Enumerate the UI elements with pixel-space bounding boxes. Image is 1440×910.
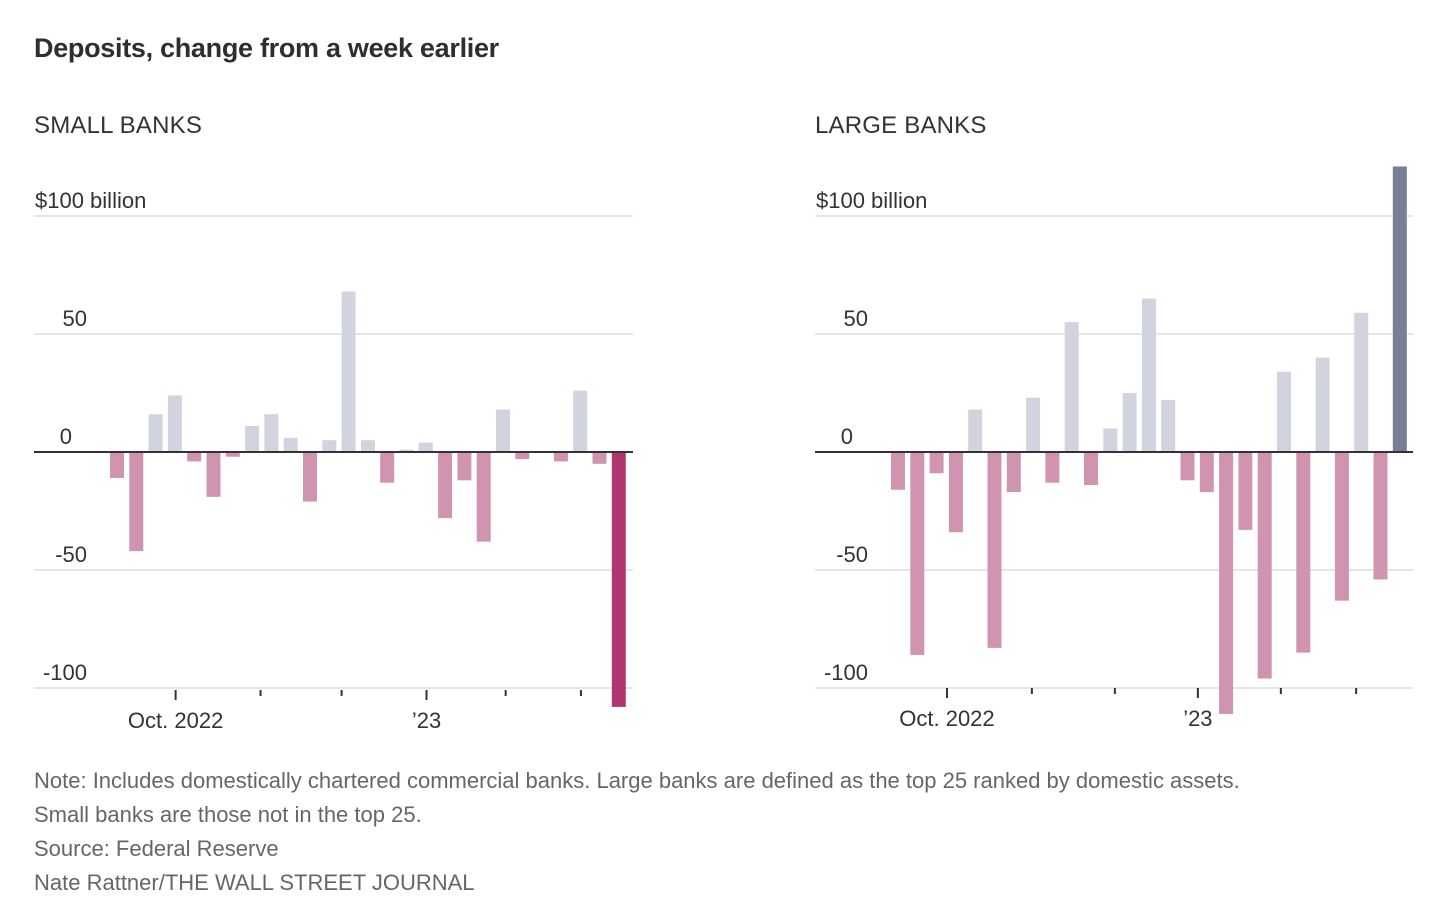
bar <box>515 452 530 460</box>
bar <box>110 452 124 478</box>
large-banks-chart: $100 billion 50 0 -50 -100 Oct. 2022 ’23 <box>815 166 1413 731</box>
y-tick-label: $100 billion <box>35 188 146 213</box>
y-tick-label: 50 <box>63 306 87 331</box>
bar <box>245 426 260 452</box>
bar <box>948 452 963 533</box>
footer-note-line2: Small banks are those not in the top 25. <box>34 802 422 827</box>
chart-title: Deposits, change from a week earlier <box>34 33 499 63</box>
bar <box>129 452 144 552</box>
bar <box>1084 452 1098 486</box>
bar <box>910 452 925 655</box>
y-tick-label: 0 <box>841 424 853 449</box>
bar <box>418 442 433 452</box>
bar <box>264 414 279 452</box>
bar <box>148 414 163 452</box>
x-tick-label: ’23 <box>1183 706 1212 731</box>
bar <box>476 452 491 542</box>
bar <box>457 452 472 481</box>
footer-credit: Nate Rattner/THE WALL STREET JOURNAL <box>34 870 475 895</box>
bar <box>1392 166 1407 452</box>
y-tick-label: -100 <box>43 660 87 685</box>
bar <box>592 452 607 464</box>
bar <box>380 452 395 483</box>
bar <box>1045 452 1060 483</box>
bar <box>438 452 453 519</box>
bar <box>968 409 983 452</box>
bar <box>1064 322 1079 452</box>
x-tick-label: ’23 <box>412 708 441 733</box>
bar <box>1122 393 1137 452</box>
bar <box>360 440 375 452</box>
bar <box>611 452 626 707</box>
bar <box>553 452 568 462</box>
bar <box>891 452 905 490</box>
bar <box>1219 452 1234 714</box>
bar <box>987 452 1002 648</box>
bar <box>496 409 510 452</box>
y-tick-label: -50 <box>836 542 868 567</box>
footer-source: Source: Federal Reserve <box>34 836 279 861</box>
y-tick-label: -50 <box>55 542 87 567</box>
bar <box>1103 428 1118 452</box>
bar <box>187 452 202 462</box>
bar <box>1373 452 1388 580</box>
bar <box>206 452 221 497</box>
bar <box>1141 298 1156 452</box>
small-banks-panel-title: SMALL BANKS <box>34 112 203 139</box>
bar <box>341 291 356 452</box>
y-tick-label: 50 <box>844 306 868 331</box>
y-tick-label: $100 billion <box>816 188 927 213</box>
bar <box>1257 452 1272 679</box>
bar <box>1334 452 1349 601</box>
bar <box>573 390 588 452</box>
large-banks-panel-title: LARGE BANKS <box>815 112 987 139</box>
bar <box>399 449 414 452</box>
bar <box>283 437 298 452</box>
chart-footer: Note: Includes domestically chartered co… <box>34 764 1240 900</box>
bar <box>322 440 337 452</box>
x-tick-label: Oct. 2022 <box>899 706 994 731</box>
bar <box>1199 452 1214 493</box>
y-tick-label: 0 <box>60 424 72 449</box>
x-tick-label: Oct. 2022 <box>128 708 223 733</box>
footer-note-line1: Note: Includes domestically chartered co… <box>34 768 1240 793</box>
bar <box>1277 371 1291 452</box>
bar <box>1354 312 1369 452</box>
bar <box>1238 452 1253 530</box>
bar <box>929 452 944 474</box>
bar <box>225 452 240 457</box>
small-banks-chart: $100 billion 50 0 -50 -100 Oct. 2022 ’23 <box>34 188 633 733</box>
bar <box>303 452 317 502</box>
bar <box>167 395 182 452</box>
bar <box>1180 452 1195 481</box>
y-tick-label: -100 <box>824 660 868 685</box>
bar <box>1006 452 1021 493</box>
bar <box>1026 397 1041 452</box>
bar <box>1161 400 1176 452</box>
bar <box>1296 452 1311 653</box>
bar <box>1315 357 1330 452</box>
